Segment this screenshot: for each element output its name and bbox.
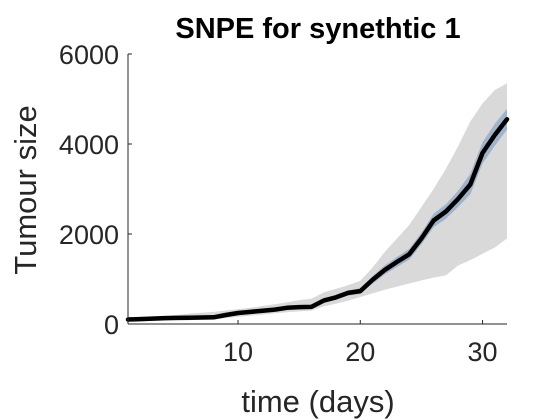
outer-uncertainty-band: [128, 83, 507, 322]
y-tick-label: 2000: [59, 220, 119, 250]
y-tick-label: 4000: [59, 130, 119, 160]
x-tick-label: 30: [468, 337, 498, 367]
axes: 10 20 30 0 2000 4000 6000: [59, 40, 507, 367]
x-tick-label: 10: [223, 337, 253, 367]
x-axis-label: time (days): [241, 384, 394, 419]
y-tick-label: 0: [104, 310, 119, 340]
x-tick-label: 20: [345, 337, 375, 367]
y-tick-label: 6000: [59, 40, 119, 70]
inner-uncertainty-band: [128, 108, 507, 321]
median-line: [125, 117, 510, 322]
y-axis-label: Tumour size: [8, 105, 43, 274]
plot-area: [125, 83, 510, 322]
chart-title: SNPE for synethtic 1: [175, 13, 460, 45]
